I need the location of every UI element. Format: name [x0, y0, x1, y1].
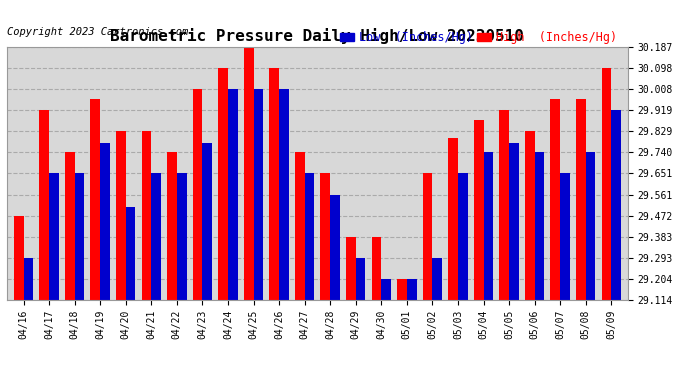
Bar [304, 173, 315, 300]
Bar [116, 131, 126, 300]
Bar [14, 216, 23, 300]
Bar [269, 68, 279, 300]
Bar [448, 138, 458, 300]
Bar [458, 173, 468, 300]
Bar [39, 110, 49, 300]
Bar [611, 110, 621, 300]
Bar [433, 258, 442, 300]
Bar [397, 279, 407, 300]
Bar [228, 89, 237, 300]
Bar [331, 195, 340, 300]
Bar [372, 237, 382, 300]
Bar [382, 279, 391, 300]
Bar [356, 258, 366, 300]
Bar [407, 279, 417, 300]
Bar [525, 131, 535, 300]
Bar [202, 143, 212, 300]
Bar [141, 131, 151, 300]
Bar [23, 258, 33, 300]
Bar [484, 152, 493, 300]
Bar [244, 47, 253, 300]
Bar [602, 68, 611, 300]
Bar [65, 152, 75, 300]
Bar [509, 143, 519, 300]
Bar [75, 173, 84, 300]
Bar [100, 143, 110, 300]
Bar [320, 173, 331, 300]
Text: Copyright 2023 Cartronics.com: Copyright 2023 Cartronics.com [7, 27, 188, 37]
Bar [295, 152, 304, 300]
Bar [151, 173, 161, 300]
Bar [279, 89, 289, 300]
Bar [423, 173, 433, 300]
Title: Barometric Pressure Daily High/Low 20230510: Barometric Pressure Daily High/Low 20230… [110, 28, 524, 44]
Bar [500, 110, 509, 300]
Bar [586, 152, 595, 300]
Bar [177, 173, 186, 300]
Bar [346, 237, 356, 300]
Bar [474, 120, 484, 300]
Bar [218, 68, 228, 300]
Bar [167, 152, 177, 300]
Bar [576, 99, 586, 300]
Legend: Low  (Inches/Hg), High  (Inches/Hg): Low (Inches/Hg), High (Inches/Hg) [335, 26, 622, 49]
Bar [193, 89, 202, 300]
Bar [560, 173, 570, 300]
Bar [253, 89, 263, 300]
Bar [126, 207, 135, 300]
Bar [49, 173, 59, 300]
Bar [535, 152, 544, 300]
Bar [551, 99, 560, 300]
Bar [90, 99, 100, 300]
